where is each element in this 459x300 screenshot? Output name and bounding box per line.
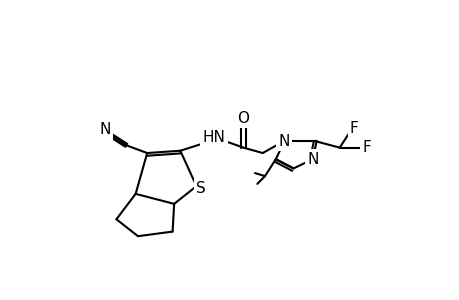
Text: F: F: [362, 140, 370, 155]
Text: S: S: [196, 181, 206, 196]
Text: O: O: [237, 111, 249, 126]
Text: HN: HN: [202, 130, 225, 145]
Text: N: N: [99, 122, 110, 137]
Text: N: N: [278, 134, 289, 149]
Text: F: F: [349, 121, 358, 136]
Text: N: N: [307, 152, 318, 167]
